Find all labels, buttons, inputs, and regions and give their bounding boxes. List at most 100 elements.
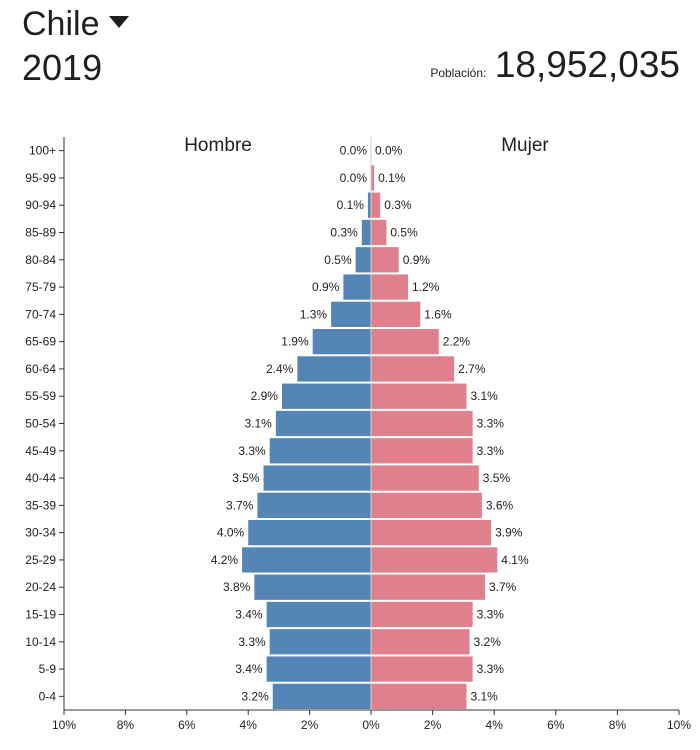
x-tick-label: 2% bbox=[424, 718, 442, 732]
bar-female bbox=[371, 547, 498, 573]
value-label-male: 1.9% bbox=[281, 335, 309, 349]
value-label-female: 3.3% bbox=[477, 608, 505, 622]
x-tick-label: 8% bbox=[609, 718, 627, 732]
x-tick-label: 10% bbox=[52, 718, 76, 732]
bar-female bbox=[371, 165, 375, 191]
x-tick-label: 4% bbox=[486, 718, 504, 732]
value-label-male: 3.7% bbox=[226, 498, 254, 512]
y-tick-label: 45-49 bbox=[25, 444, 56, 458]
value-label-female: 2.7% bbox=[458, 362, 486, 376]
y-tick-label: 10-14 bbox=[25, 635, 56, 649]
bar-female bbox=[371, 656, 473, 682]
bar-male bbox=[266, 601, 371, 628]
value-label-female: 0.0% bbox=[375, 144, 403, 158]
bar-male bbox=[257, 492, 371, 518]
value-label-female: 0.5% bbox=[390, 226, 418, 240]
y-tick-label: 90-94 bbox=[25, 198, 56, 212]
x-tick-label: 10% bbox=[667, 718, 691, 732]
bar-male bbox=[269, 629, 371, 655]
value-label-female: 3.3% bbox=[477, 417, 505, 431]
bar-male bbox=[355, 247, 371, 273]
value-label-male: 4.0% bbox=[217, 526, 245, 540]
value-label-male: 3.1% bbox=[244, 417, 272, 431]
bar-female bbox=[371, 301, 421, 327]
bar-female bbox=[371, 574, 485, 600]
value-label-female: 0.9% bbox=[403, 253, 431, 267]
value-label-male: 3.3% bbox=[238, 635, 266, 649]
y-tick-label: 15-19 bbox=[25, 608, 56, 622]
value-label-female: 3.6% bbox=[486, 498, 514, 512]
x-tick-label: 6% bbox=[178, 718, 196, 732]
population-value: 18,952,035 bbox=[494, 44, 680, 85]
country-selector[interactable]: Chile bbox=[22, 2, 130, 46]
y-tick-label: 80-84 bbox=[25, 253, 56, 267]
bar-male bbox=[297, 356, 371, 382]
value-label-female: 4.1% bbox=[501, 553, 529, 567]
bar-female bbox=[371, 438, 473, 464]
bar-female bbox=[371, 383, 467, 409]
value-label-female: 3.3% bbox=[477, 662, 505, 676]
bar-female bbox=[371, 356, 455, 382]
value-label-male: 0.1% bbox=[337, 198, 365, 212]
bar-male bbox=[242, 547, 371, 573]
value-label-male: 0.0% bbox=[340, 171, 368, 185]
value-label-female: 2.2% bbox=[443, 335, 471, 349]
bar-male bbox=[343, 274, 371, 300]
bar-female bbox=[371, 465, 479, 491]
y-tick-label: 35-39 bbox=[25, 498, 56, 512]
series-label-male: Hombre bbox=[184, 135, 252, 156]
value-label-female: 3.9% bbox=[495, 526, 523, 540]
bar-female bbox=[371, 247, 399, 273]
bar-male bbox=[269, 438, 371, 464]
value-label-female: 3.5% bbox=[483, 471, 511, 485]
y-tick-label: 5-9 bbox=[39, 662, 57, 676]
y-tick-label: 30-34 bbox=[25, 526, 56, 540]
series-label-female: Mujer bbox=[501, 135, 549, 156]
value-label-male: 3.4% bbox=[235, 608, 263, 622]
caret-down-icon[interactable] bbox=[109, 16, 130, 29]
bar-male bbox=[312, 329, 371, 355]
y-tick-label: 85-89 bbox=[25, 226, 56, 240]
x-tick-label: 0% bbox=[362, 718, 380, 732]
bar-female bbox=[371, 274, 408, 300]
bar-female bbox=[371, 192, 381, 218]
bar-male bbox=[275, 410, 371, 437]
value-label-male: 1.3% bbox=[300, 307, 328, 321]
value-label-male: 3.5% bbox=[232, 471, 260, 485]
bar-female bbox=[371, 492, 482, 518]
y-tick-label: 25-29 bbox=[25, 553, 56, 567]
y-tick-label: 100+ bbox=[29, 144, 56, 158]
value-label-female: 3.2% bbox=[474, 635, 502, 649]
x-tick-label: 2% bbox=[301, 718, 319, 732]
population-label: Población: bbox=[430, 66, 487, 80]
y-tick-label: 95-99 bbox=[25, 171, 56, 185]
value-label-male: 0.9% bbox=[312, 280, 340, 294]
bar-male bbox=[248, 520, 371, 546]
y-tick-label: 55-59 bbox=[25, 389, 56, 403]
bar-male bbox=[263, 465, 371, 491]
bar-female bbox=[371, 410, 473, 437]
value-label-male: 0.5% bbox=[324, 253, 352, 267]
value-label-female: 1.2% bbox=[412, 280, 440, 294]
value-label-female: 3.1% bbox=[470, 389, 498, 403]
bar-male bbox=[254, 574, 371, 600]
value-label-female: 3.1% bbox=[470, 689, 498, 703]
population-display: Población: 18,952,035 bbox=[430, 44, 680, 86]
bar-male bbox=[272, 683, 371, 709]
y-tick-label: 40-44 bbox=[25, 471, 56, 485]
value-label-male: 3.3% bbox=[238, 444, 266, 458]
y-tick-label: 75-79 bbox=[25, 280, 56, 294]
value-label-female: 1.6% bbox=[424, 307, 452, 321]
bar-female bbox=[371, 329, 439, 355]
value-label-female: 0.3% bbox=[384, 198, 412, 212]
value-label-female: 0.1% bbox=[378, 171, 406, 185]
value-label-female: 3.3% bbox=[477, 444, 505, 458]
bar-male bbox=[331, 301, 371, 327]
year-label: 2019 bbox=[22, 47, 103, 88]
value-label-male: 2.9% bbox=[251, 389, 279, 403]
y-tick-label: 70-74 bbox=[25, 307, 56, 321]
y-tick-label: 20-24 bbox=[25, 580, 56, 594]
bar-female bbox=[371, 520, 492, 546]
value-label-male: 3.4% bbox=[235, 662, 263, 676]
value-label-male: 4.2% bbox=[211, 553, 239, 567]
